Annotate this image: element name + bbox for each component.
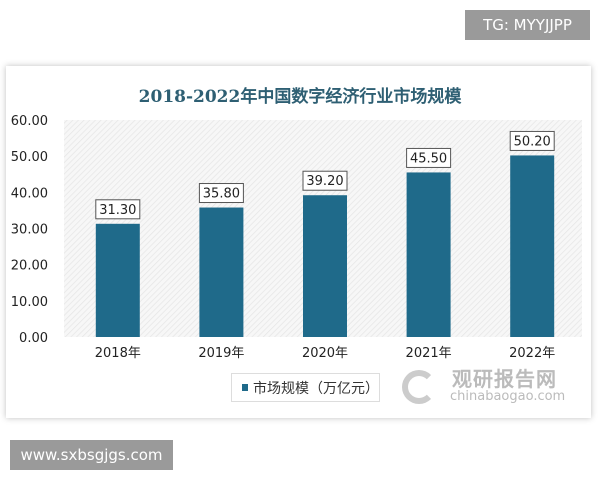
logo: 观研报告网 chinabaogao.com <box>402 368 565 404</box>
bar <box>199 207 244 337</box>
logo-en: chinabaogao.com <box>450 389 566 404</box>
y-tick-label: 50.00 <box>11 150 48 165</box>
watermark-bottom: www.sxbsgjgs.com <box>10 440 173 470</box>
y-tick-label: 40.00 <box>11 186 48 201</box>
data-label-box <box>509 130 555 151</box>
data-label: 39.20 <box>306 174 343 189</box>
legend: 市场规模（万亿元） <box>231 373 380 402</box>
x-tick-label: 2020年 <box>302 346 348 361</box>
y-tick-label: 0.00 <box>19 331 48 346</box>
x-tick-label: 2018年 <box>95 346 141 361</box>
data-label-box <box>302 170 348 191</box>
y-tick-label: 60.00 <box>11 114 48 129</box>
data-label: 35.80 <box>203 187 240 202</box>
data-label-box <box>95 199 141 220</box>
watermark-top: TG: MYYJJPP <box>465 10 590 40</box>
y-tick-label: 30.00 <box>11 223 48 238</box>
chart-title: 2018-2022年中国数字经济行业市场规模 <box>138 87 462 107</box>
logo-cn: 观研报告网 <box>452 367 557 391</box>
data-label-box <box>198 183 244 204</box>
logo-mark-icon <box>402 370 436 404</box>
y-tick-label: 20.00 <box>11 259 48 274</box>
bar <box>95 223 140 337</box>
data-label: 45.50 <box>410 151 447 166</box>
bar <box>406 172 451 337</box>
legend-label: 市场规模（万亿元） <box>253 380 379 397</box>
y-tick-label: 10.00 <box>11 295 48 310</box>
x-tick-label: 2021年 <box>406 346 452 361</box>
data-label-box <box>406 147 452 168</box>
bar <box>510 155 555 337</box>
x-tick-label: 2022年 <box>509 346 555 361</box>
x-tick-label: 2019年 <box>198 346 244 361</box>
legend-swatch <box>242 384 248 391</box>
data-label: 31.30 <box>99 203 136 218</box>
data-label: 50.20 <box>514 134 551 149</box>
bar <box>303 195 347 337</box>
